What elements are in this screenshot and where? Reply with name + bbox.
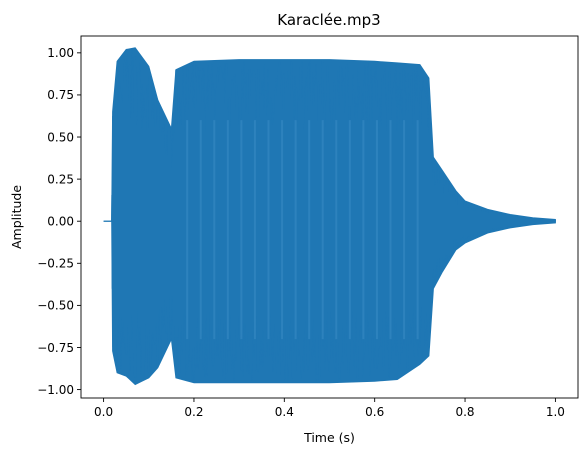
- x-tick-label: 0.2: [184, 405, 203, 419]
- y-tick-label: 0.50: [47, 130, 74, 144]
- chart-title: Karaclée.mp3: [277, 11, 380, 29]
- x-tick-label: 0.4: [275, 405, 294, 419]
- x-tick-label: 0.8: [455, 405, 474, 419]
- y-tick-label: 0.75: [47, 88, 74, 102]
- x-tick-label: 1.0: [546, 405, 565, 419]
- x-axis: 0.0 0.2 0.4 0.6 0.8 1.0: [94, 398, 565, 419]
- axes-frame: [80, 35, 579, 399]
- plot-area: [103, 47, 557, 386]
- y-tick-label: 1.00: [47, 46, 74, 60]
- y-tick-label: 0.00: [47, 215, 74, 229]
- waveform-line: [103, 48, 557, 383]
- x-axis-label: Time (s): [303, 430, 355, 445]
- x-tick-label: 0.6: [365, 405, 384, 419]
- y-axis: −1.00 −0.75 −0.50 −0.25 0.00 0.25 0.50 0.75 1.00: [37, 46, 81, 397]
- y-tick-label: −0.25: [37, 257, 74, 271]
- y-axis-label: Amplitude: [9, 185, 24, 249]
- y-tick-label: −1.00: [37, 383, 74, 397]
- y-tick-label: 0.25: [47, 172, 74, 186]
- x-tick-label: 0.0: [94, 405, 113, 419]
- y-tick-label: −0.75: [37, 341, 74, 355]
- y-tick-label: −0.50: [37, 299, 74, 313]
